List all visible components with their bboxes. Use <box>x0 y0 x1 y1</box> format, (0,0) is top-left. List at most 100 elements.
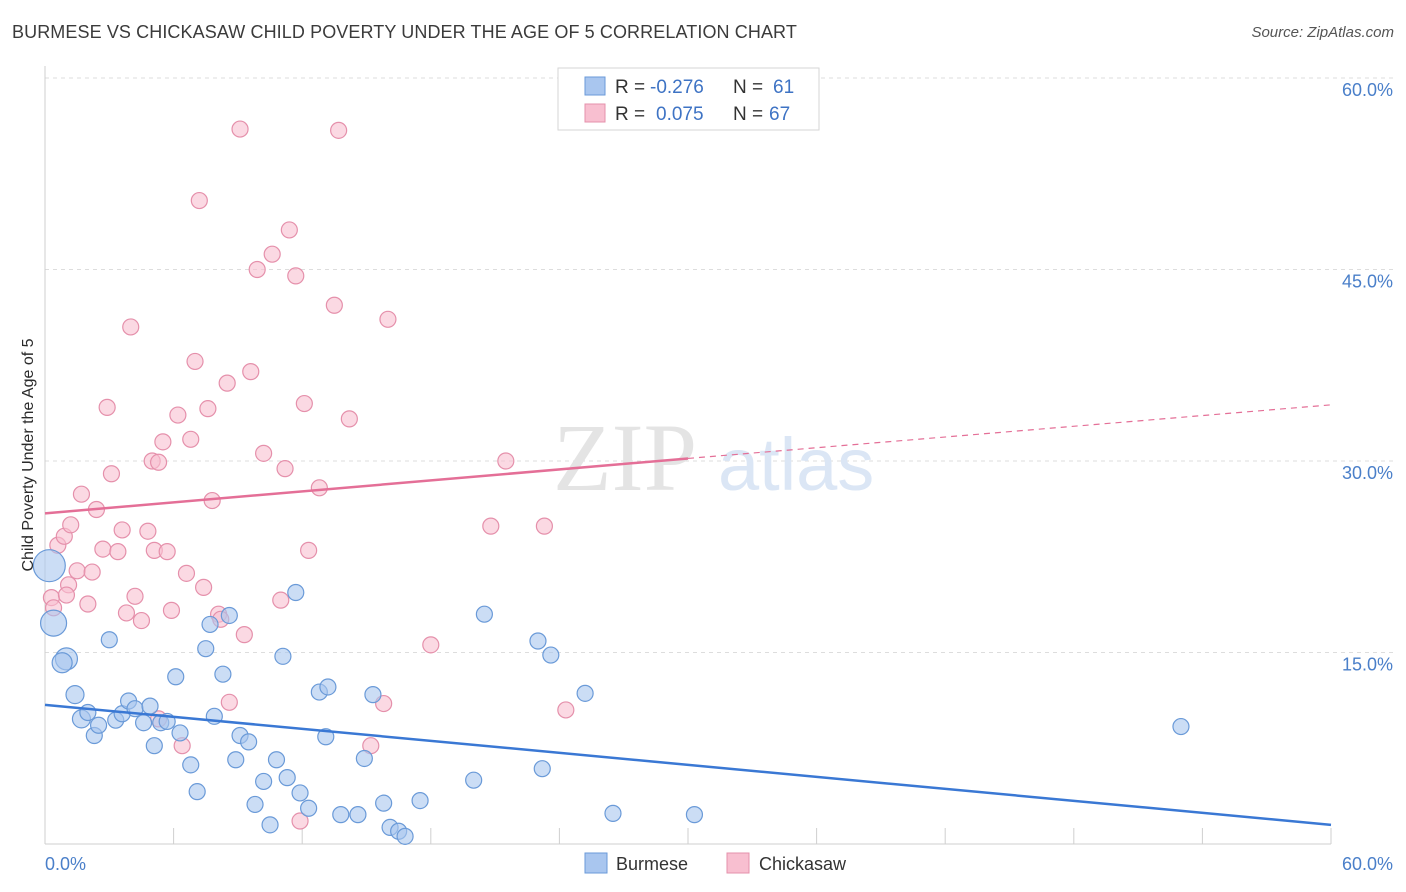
burmese-point-19 <box>167 668 185 686</box>
chickasaw-point-26 <box>162 601 181 619</box>
chickasaw-point-64 <box>557 701 575 719</box>
burmese-point-6 <box>79 703 97 722</box>
burmese-point-52 <box>465 771 483 789</box>
burmese-point-30 <box>240 733 258 751</box>
burmese-point-46 <box>364 686 382 704</box>
chickasaw-point-60 <box>422 636 440 654</box>
burmese-points <box>32 549 1190 845</box>
watermark-atlas: atlas <box>718 423 874 506</box>
burmese-point-59 <box>685 806 704 824</box>
chickasaw-point-45 <box>263 245 281 263</box>
burmese-point-54 <box>529 632 547 650</box>
burmese-point-37 <box>287 583 305 602</box>
bottom-legend-label-burmese: Burmese <box>616 854 688 874</box>
chickasaw-trend-line-extension <box>687 404 1332 460</box>
chickasaw-point-25 <box>158 543 176 561</box>
chickasaw-point-39 <box>220 693 238 711</box>
legend-swatch-chickasaw <box>584 103 606 123</box>
burmese-point-44 <box>349 806 367 824</box>
burmese-point-4 <box>65 685 85 705</box>
chickasaw-point-38 <box>218 374 236 392</box>
legend-r-value-burmese: -0.276 <box>650 77 704 98</box>
chickasaw-point-59 <box>379 310 397 328</box>
chickasaw-point-61 <box>482 517 500 535</box>
burmese-point-24 <box>201 615 219 634</box>
burmese-point-9 <box>100 631 118 649</box>
chickasaw-point-50 <box>291 812 309 830</box>
burmese-point-53 <box>475 605 493 623</box>
burmese-point-16 <box>145 737 163 755</box>
chickasaw-point-49 <box>287 267 305 285</box>
x-tick-label-0: 0.0% <box>45 854 86 874</box>
burmese-point-57 <box>576 684 594 702</box>
chickasaw-point-24 <box>154 433 172 451</box>
burmese-point-45 <box>355 749 373 768</box>
chickasaw-point-48 <box>280 221 298 239</box>
chickasaw-point-6 <box>68 562 86 580</box>
tick-labels: 15.0% 30.0% 45.0% 60.0% 0.0% 60.0% <box>45 80 1393 874</box>
burmese-point-50 <box>396 827 414 845</box>
y-tick-label-1: 30.0% <box>1342 463 1393 483</box>
chickasaw-trend-line <box>44 457 689 515</box>
chickasaw-point-47 <box>276 460 294 478</box>
chickasaw-point-51 <box>295 394 313 413</box>
legend-n-value-burmese: 61 <box>773 77 794 98</box>
legend: R = -0.276 N = 61 R = 0.075 N = 67 <box>557 67 820 131</box>
legend-swatch-burmese <box>584 76 606 96</box>
chickasaw-point-40 <box>231 120 249 138</box>
trend-lines <box>44 404 1332 827</box>
chickasaw-point-19 <box>132 611 151 630</box>
burmese-point-21 <box>182 756 200 774</box>
chickasaw-point-52 <box>300 541 318 559</box>
chickasaw-point-41 <box>235 626 253 644</box>
chickasaw-point-5 <box>62 516 80 534</box>
chickasaw-point-32 <box>190 191 208 210</box>
burmese-point-1 <box>39 609 68 637</box>
burmese-point-34 <box>267 751 286 769</box>
chickasaw-point-55 <box>330 121 348 139</box>
burmese-point-8 <box>89 716 108 734</box>
burmese-point-58 <box>604 804 622 822</box>
chickasaw-point-13 <box>102 465 121 483</box>
chickasaw-point-14 <box>109 543 127 561</box>
grid-lines <box>45 77 1393 653</box>
burmese-point-47 <box>375 794 393 812</box>
burmese-point-15 <box>141 697 159 715</box>
chickasaw-point-15 <box>113 521 131 539</box>
bottom-legend-swatch-chickasaw <box>726 852 750 874</box>
chickasaw-point-23 <box>149 453 168 471</box>
chickasaw-points <box>42 120 575 830</box>
chickasaw-point-56 <box>340 410 358 428</box>
burmese-point-55 <box>533 760 551 778</box>
source-label: Source: ZipAtlas.com <box>1251 24 1394 41</box>
burmese-point-31 <box>246 795 264 814</box>
chickasaw-point-30 <box>182 430 200 448</box>
legend-n-label-chickasaw: N = <box>733 104 763 125</box>
chickasaw-point-42 <box>242 363 260 381</box>
chickasaw-point-66 <box>57 586 76 604</box>
chickasaw-point-43 <box>248 260 266 279</box>
chickasaw-point-31 <box>186 352 204 371</box>
legend-n-label-burmese: N = <box>733 77 763 98</box>
burmese-point-32 <box>255 772 273 791</box>
chickasaw-point-46 <box>272 591 290 609</box>
chickasaw-point-29 <box>177 564 196 582</box>
burmese-point-56 <box>542 646 560 664</box>
burmese-point-43 <box>332 806 350 824</box>
burmese-point-60 <box>1172 717 1190 736</box>
watermark-zip: ZIP <box>553 404 697 511</box>
bottom-legend-swatch-burmese <box>584 852 608 874</box>
burmese-point-41 <box>319 678 337 696</box>
legend-r-label-burmese: R = <box>615 77 645 98</box>
burmese-point-23 <box>197 640 215 658</box>
chickasaw-point-63 <box>535 517 553 535</box>
burmese-trend-line <box>44 703 1332 827</box>
burmese-point-35 <box>274 647 292 665</box>
burmese-point-14 <box>134 714 153 732</box>
chickasaw-point-8 <box>79 595 97 613</box>
legend-r-label-chickasaw: R = <box>615 104 645 125</box>
chickasaw-point-53 <box>310 479 328 497</box>
chickasaw-point-27 <box>169 406 187 424</box>
chickasaw-point-20 <box>139 522 157 540</box>
burmese-point-39 <box>300 799 318 817</box>
